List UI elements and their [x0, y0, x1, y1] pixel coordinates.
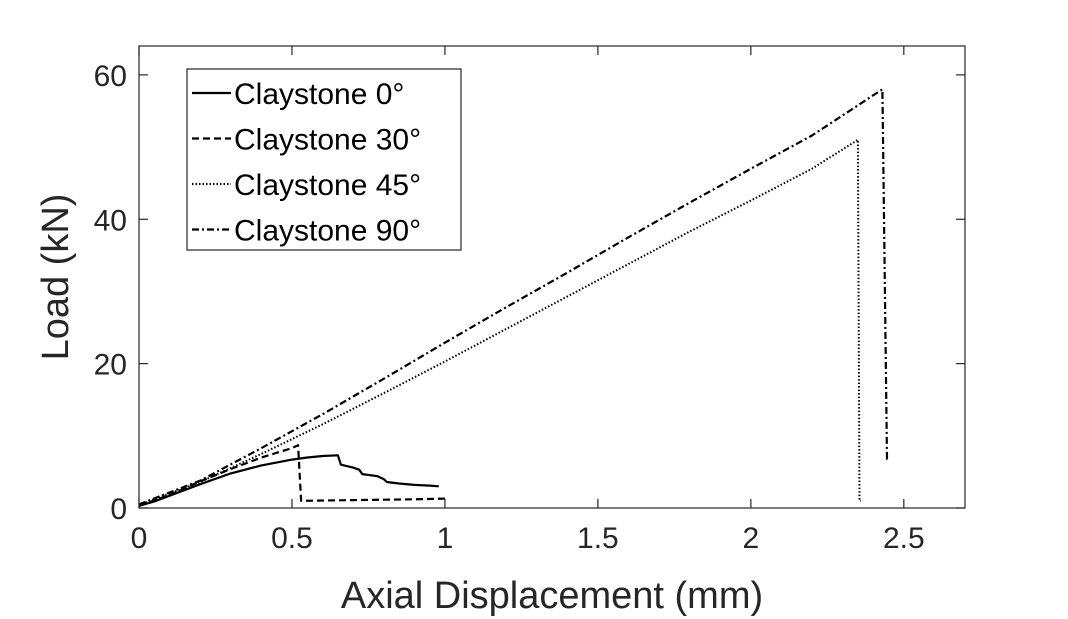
x-tick-label: 2 [743, 522, 760, 555]
ticks-layer: 0 0.5 1 1.5 2 2.5 0 20 40 60 [94, 46, 965, 555]
x-tick-label: 0 [131, 522, 148, 555]
series-layer [138, 88, 890, 507]
legend-label-2: Claystone 30° [234, 124, 421, 157]
series-line-1 [138, 454, 439, 507]
x-tick-label: 2.5 [883, 522, 925, 555]
x-axis-title: Axial Displacement (mm) [341, 575, 763, 617]
series-line-3 [138, 138, 861, 507]
y-tick-label: 60 [94, 60, 127, 93]
y-tick-label: 20 [94, 349, 127, 382]
y-tick-label: 0 [110, 493, 127, 526]
y-tick-label: 40 [94, 204, 127, 237]
legend: Claystone 0° Claystone 30° Claystone 45° Cl… [186, 68, 462, 251]
legend-box [186, 68, 462, 251]
legend-label-1: Claystone 0° [234, 78, 404, 111]
legend-label-3: Claystone 45° [234, 169, 421, 202]
x-tick-label: 1 [437, 522, 454, 555]
y-axis-title: Load (kN) [35, 194, 77, 361]
legend-label-4: Claystone 90° [234, 215, 421, 248]
x-tick-label: 1.5 [577, 522, 619, 555]
x-tick-label: 0.5 [271, 522, 313, 555]
